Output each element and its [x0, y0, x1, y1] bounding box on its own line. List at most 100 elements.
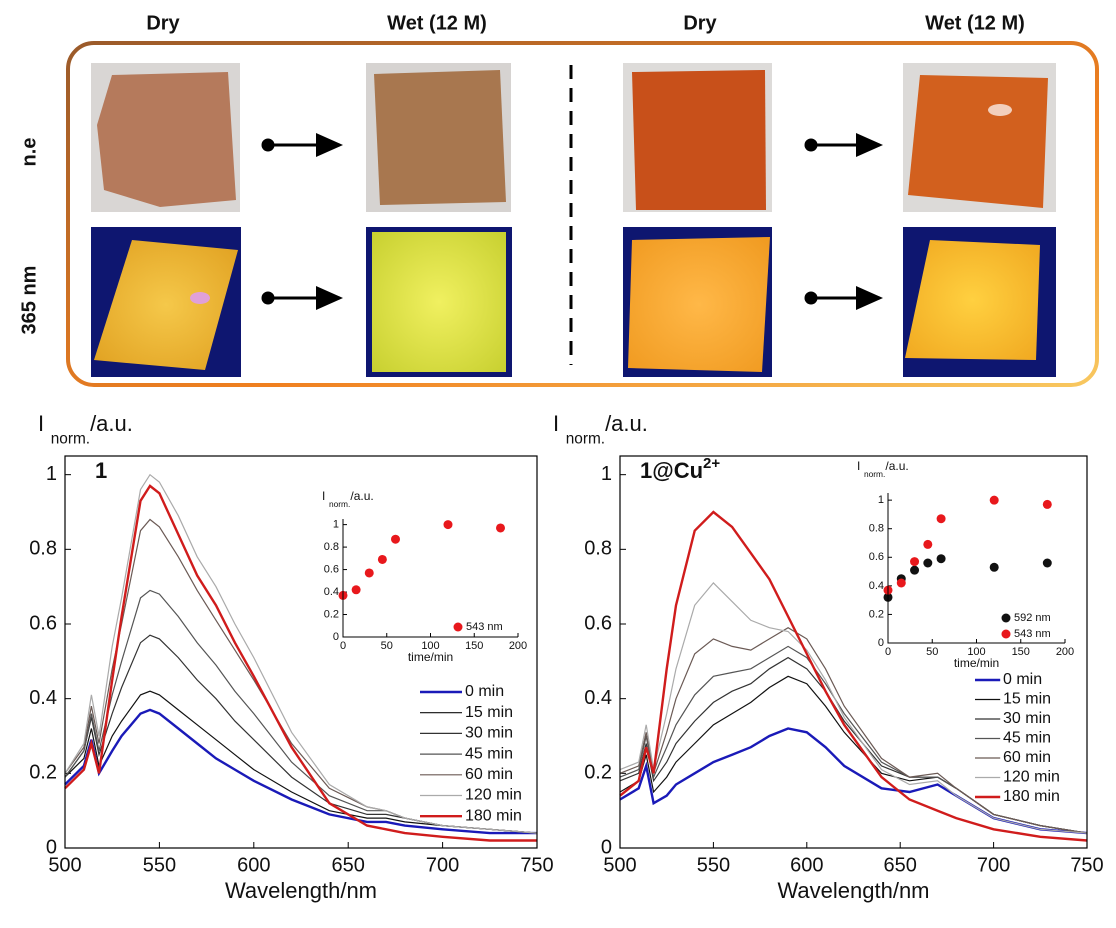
y-tick-label: 0.8 — [29, 538, 57, 560]
x-tick-label: 100 — [421, 640, 439, 652]
data-point — [936, 514, 946, 524]
y-tick-label: 0.4 — [584, 687, 612, 709]
legend-swatch — [1001, 629, 1011, 639]
data-point — [364, 568, 374, 578]
spectrum-line — [64, 473, 538, 834]
x-tick-label: 750 — [1070, 854, 1103, 876]
y-tick-label: 0.8 — [869, 523, 884, 535]
legend-label: 15 min — [1003, 691, 1051, 708]
y-axis-label-subscript: norm. — [51, 430, 90, 447]
y-axis-label-symbol: I — [322, 489, 325, 503]
column-header: Dry — [683, 12, 717, 34]
y-tick-label: 0 — [46, 836, 57, 858]
spectrum-line — [619, 510, 1088, 842]
arrow — [804, 286, 883, 310]
data-point — [377, 554, 387, 564]
plot-frame — [619, 455, 1088, 849]
axes — [342, 519, 518, 638]
photo — [91, 63, 240, 212]
x-tick-label: 650 — [332, 854, 365, 876]
x-axis-label: time/min — [408, 650, 453, 664]
y-axis-label-subscript: norm. — [566, 430, 605, 447]
row-label: 365 nm — [18, 266, 40, 335]
legend-label: 30 min — [465, 725, 513, 742]
spectrum-line — [64, 484, 537, 842]
y-tick-label: 0.8 — [584, 538, 612, 560]
spectrum-line — [619, 727, 1088, 835]
x-tick-label: 550 — [697, 854, 730, 876]
arrow — [804, 133, 883, 157]
x-tick-label: 600 — [790, 854, 823, 876]
legend-swatch — [1001, 613, 1011, 623]
x-tick-label: 550 — [143, 854, 176, 876]
x-tick-label: 50 — [381, 640, 393, 652]
legend-label: 120 min — [465, 787, 522, 804]
data-point — [391, 534, 400, 544]
photo — [903, 227, 1056, 377]
y-axis-label: Inorm./a.u. — [38, 411, 133, 448]
panel-frame — [66, 41, 1099, 387]
data-point — [496, 523, 505, 533]
x-tick-label: 650 — [884, 854, 917, 876]
y-tick-label: 1 — [46, 463, 57, 485]
photo — [366, 63, 511, 212]
legend-label: 0 min — [465, 683, 504, 700]
x-tick-label: 200 — [1056, 646, 1074, 658]
x-axis-label: Wavelength/nm — [225, 878, 377, 903]
legend-label: 30 min — [1003, 710, 1051, 727]
legend-label: 0 min — [1003, 671, 1042, 688]
x-tick-label: 0 — [885, 646, 891, 658]
legend-label: 543 nm — [1014, 628, 1051, 640]
y-axis-label-symbol: I — [38, 411, 44, 436]
x-tick-label: 700 — [977, 854, 1010, 876]
data-point — [989, 562, 999, 572]
y-tick-label: 0.6 — [29, 612, 57, 634]
legend-label: 45 min — [1003, 730, 1051, 747]
spectrum-line — [619, 627, 1088, 834]
chart: 0 0.2 0.4 0.6 0.8 1 0 50 100 150 200 time/min Inorm.… — [857, 459, 1074, 670]
x-axis-label: Wavelength/nm — [777, 878, 929, 903]
legend-label: 543 nm — [466, 621, 503, 633]
y-tick-label: 0.6 — [584, 612, 612, 634]
legend-label: 180 min — [465, 807, 522, 824]
spectrum-line — [619, 582, 1088, 834]
y-tick-label: 0.8 — [324, 541, 339, 553]
data-point — [910, 557, 920, 567]
photo — [623, 227, 772, 377]
y-axis-label-unit: /a.u. — [90, 411, 133, 436]
y-tick-label: 0.4 — [324, 586, 339, 598]
y-axis-label-subscript: norm. — [864, 469, 885, 479]
data-point — [1042, 499, 1052, 509]
y-tick-label: 0 — [333, 631, 339, 643]
x-tick-label: 500 — [48, 854, 81, 876]
x-tick-label: 150 — [1012, 646, 1030, 658]
data-point — [923, 539, 933, 549]
y-tick-label: 0.2 — [869, 608, 884, 620]
spectrum-line — [64, 708, 537, 835]
legend-label: 15 min — [465, 704, 513, 721]
y-axis-label: Inorm./a.u. — [553, 411, 648, 448]
y-axis-label: Inorm./a.u. — [322, 489, 374, 509]
x-tick-label: 0 — [340, 640, 346, 652]
plot-frame — [64, 455, 538, 849]
y-axis-label-unit: /a.u. — [350, 489, 373, 503]
arrow — [261, 286, 343, 310]
data-point — [910, 565, 920, 575]
legend-label: 180 min — [1003, 788, 1060, 805]
legend-label: 60 min — [465, 766, 513, 783]
photo — [91, 227, 241, 377]
annotation-text: 1 — [95, 458, 107, 483]
x-axis-label: time/min — [954, 656, 999, 670]
y-tick-label: 1 — [333, 519, 339, 531]
spectrum-line — [64, 690, 538, 834]
y-axis-label-subscript: norm. — [329, 499, 350, 509]
x-tick-label: 600 — [237, 854, 270, 876]
annotation-superscript: 2+ — [703, 455, 720, 472]
y-tick-label: 0.4 — [29, 687, 57, 709]
y-axis-label-unit: /a.u. — [885, 459, 908, 473]
x-tick-label: 50 — [926, 646, 938, 658]
photo — [623, 63, 772, 212]
